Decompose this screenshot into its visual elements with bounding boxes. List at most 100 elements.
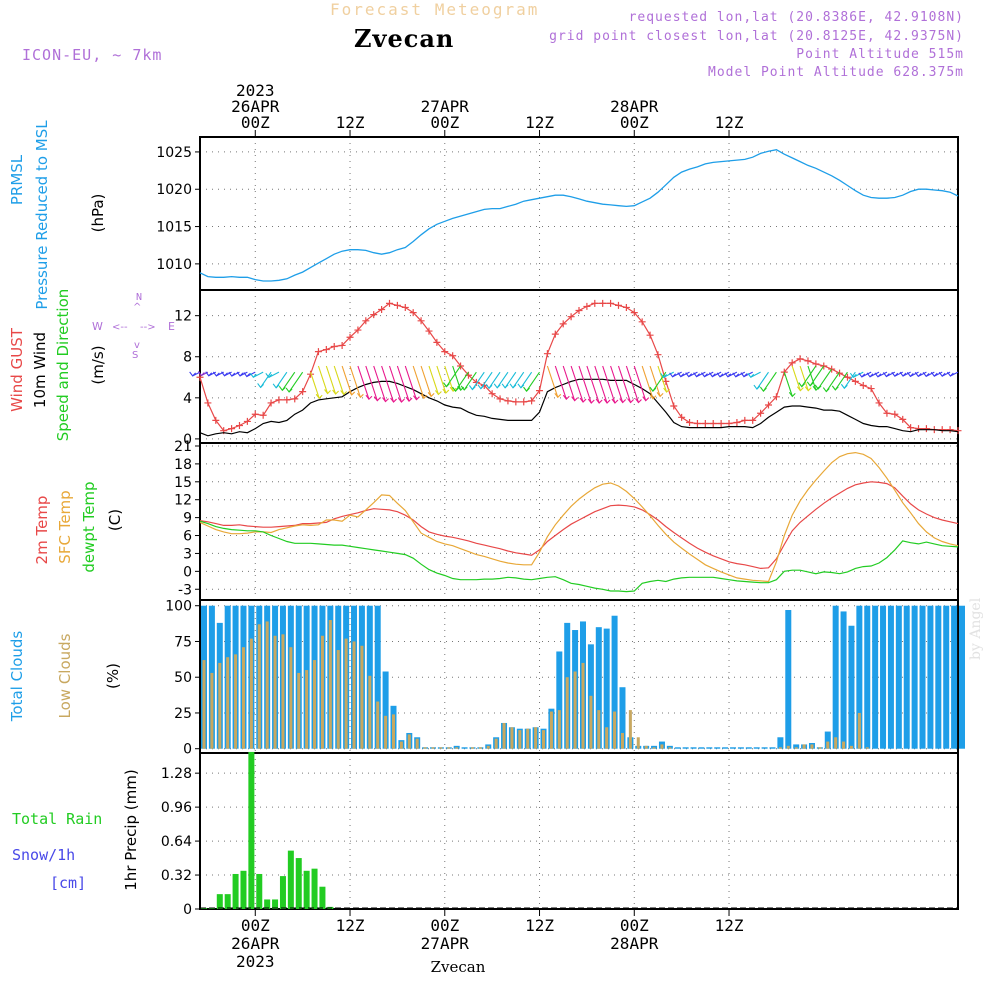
wind-arrow-head bbox=[849, 372, 857, 379]
y-tick-label: 21 bbox=[174, 439, 192, 455]
wind-arrow-head bbox=[822, 387, 830, 393]
total-cloud-bar bbox=[682, 747, 689, 749]
y-tick-label: 1025 bbox=[156, 145, 192, 161]
low-cloud-bar bbox=[581, 662, 585, 749]
bottom-time-label: 00Z bbox=[430, 916, 459, 935]
rain-bar bbox=[272, 899, 279, 909]
low-cloud-bar bbox=[210, 672, 214, 749]
total-cloud-bar bbox=[706, 747, 713, 749]
y-tick-label: 25 bbox=[174, 706, 192, 722]
total-cloud-bar bbox=[374, 605, 381, 749]
compass-arrow-e: --> bbox=[140, 322, 156, 333]
wind-direction-arrow bbox=[546, 365, 559, 398]
pressure-label-1: PRMSL bbox=[8, 154, 26, 205]
wind-direction-arrow bbox=[357, 365, 370, 400]
total-cloud-bar bbox=[761, 747, 768, 749]
wind-speed-line bbox=[199, 378, 959, 437]
low-cloud-bar bbox=[668, 747, 672, 749]
gust-marker bbox=[536, 387, 544, 395]
total-cloud-bar bbox=[769, 747, 776, 749]
temp-sfc-label: SFC Temp bbox=[56, 490, 74, 563]
gust-marker bbox=[362, 317, 370, 325]
wind-direction-arrow bbox=[480, 371, 493, 389]
gust-marker bbox=[843, 373, 851, 381]
wind-direction-arrow bbox=[333, 365, 345, 395]
wind-direction-arrow bbox=[310, 371, 320, 399]
low-cloud-bar bbox=[376, 701, 380, 749]
y-tick-label: 0 bbox=[183, 902, 192, 918]
top-time-label: 26APR bbox=[231, 97, 280, 116]
wind-arrow-head bbox=[858, 372, 866, 378]
wind-arrow-head bbox=[831, 385, 839, 391]
total-cloud-bar bbox=[674, 747, 681, 749]
wind-direction-arrow bbox=[791, 365, 801, 391]
wind-direction-arrow bbox=[756, 371, 769, 390]
rain-bar bbox=[264, 899, 271, 909]
wind-direction-arrow bbox=[809, 365, 825, 387]
gust-marker bbox=[859, 381, 867, 389]
wind-arrow-head bbox=[804, 386, 812, 392]
gust-marker bbox=[338, 341, 346, 349]
top-time-label: 27APR bbox=[421, 97, 470, 116]
wind-direction-arrow bbox=[496, 371, 509, 389]
low-cloud-bar bbox=[810, 744, 814, 749]
total-cloud-bar bbox=[556, 651, 563, 749]
gust-marker bbox=[496, 395, 504, 403]
total-cloud-bar bbox=[848, 625, 855, 749]
gust-marker bbox=[567, 313, 575, 321]
total-cloud-bar bbox=[927, 605, 934, 749]
gust-marker bbox=[686, 418, 694, 426]
low-cloud-bar bbox=[834, 737, 838, 749]
panel-frame bbox=[199, 136, 959, 291]
low-cloud-bar bbox=[620, 732, 624, 749]
wind-direction-arrow bbox=[817, 368, 833, 390]
y-tick-label: 0 bbox=[183, 432, 192, 448]
gust-marker bbox=[401, 303, 409, 311]
gust-marker bbox=[441, 348, 449, 356]
bottom-time-label: 28APR bbox=[610, 934, 659, 953]
compass-arrow-n: ^ bbox=[133, 302, 141, 313]
precip-axis-label: 1hr Precip (mm) bbox=[122, 769, 140, 890]
low-cloud-bar bbox=[502, 722, 506, 749]
wind-direction-arrow bbox=[268, 371, 280, 378]
wind-arrow-head bbox=[874, 372, 882, 378]
y-tick-label: 1015 bbox=[156, 220, 192, 236]
product-title: Forecast Meteogram bbox=[330, 0, 540, 19]
gust-marker bbox=[551, 330, 559, 338]
wind-arrow-head bbox=[571, 396, 579, 402]
wind-gust-label: Wind GUST bbox=[8, 327, 26, 412]
y-tick-label: 3 bbox=[183, 546, 192, 562]
low-cloud-bar bbox=[865, 747, 869, 749]
y-tick-label: 6 bbox=[183, 529, 192, 545]
low-cloud-bar bbox=[360, 645, 364, 749]
gust-marker bbox=[346, 333, 354, 341]
wind-direction-arrow bbox=[625, 365, 640, 403]
dewpt-line bbox=[199, 520, 959, 593]
wind-arrow-head bbox=[922, 372, 930, 378]
wind-arrow-head bbox=[669, 372, 677, 378]
wind-direction-arrow bbox=[853, 371, 864, 378]
panel-precip bbox=[195, 752, 959, 910]
wind-arrow-head bbox=[443, 382, 450, 388]
gust-marker bbox=[204, 399, 212, 407]
gust-marker bbox=[646, 331, 654, 339]
low-cloud-bar bbox=[241, 647, 245, 749]
total-cloud-bar bbox=[461, 747, 468, 749]
low-cloud-bar bbox=[589, 695, 593, 749]
wind-arrow-head bbox=[243, 372, 251, 378]
wind-direction-arrow bbox=[562, 365, 576, 401]
top-time-label: 2023 bbox=[236, 81, 275, 100]
rain-bar bbox=[311, 868, 318, 909]
wind-arrow-head bbox=[656, 392, 664, 398]
bottom-time-label: 12Z bbox=[715, 916, 744, 935]
wind-direction-arrow bbox=[657, 365, 668, 393]
gust-marker bbox=[875, 399, 883, 407]
wind-arrow-head bbox=[485, 383, 493, 390]
wind-direction-arrow bbox=[783, 371, 793, 397]
wind-arrow-head bbox=[278, 385, 286, 392]
point-altitude: Point Altitude 515m bbox=[796, 47, 964, 62]
panel-frame bbox=[199, 752, 959, 910]
wind-arrow-head bbox=[701, 372, 708, 378]
low-cloud-bar bbox=[320, 635, 324, 749]
